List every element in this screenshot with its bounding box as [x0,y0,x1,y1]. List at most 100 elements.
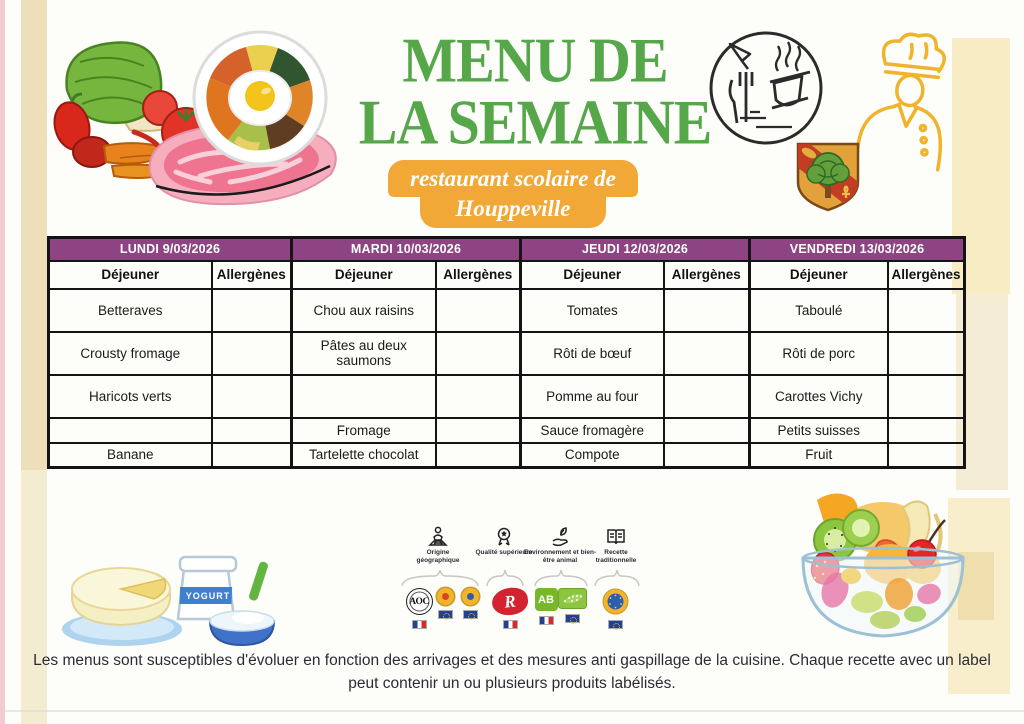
meal-column-header: Déjeuner [47,259,213,290]
eu-flag-icon [607,620,623,630]
dairy-illustration: YOGURT [62,555,276,647]
day-header-jeudi: JEUDI 12/03/2026 [519,236,751,262]
page-title: MENU DE LA SEMAINE [330,24,740,158]
footer-line-2: peut contenir un ou plusieurs produits l… [348,675,676,693]
allergen-cell [210,416,293,444]
allergen-cell [210,441,293,469]
allergen-cell [662,416,751,444]
logo-igp [448,588,492,620]
weekly-menu-table: LUNDI 9/03/2026 MARDI 10/03/2026 JEUDI 1… [47,236,967,469]
menu-row-side: Haricots verts Pomme au four Carottes Vi… [47,373,966,419]
logo-aop [423,588,467,620]
scan-bottom-line [0,710,1024,712]
menu-row-starter: Betteraves Chou aux raisins Tomates Tabo… [47,287,966,333]
label-category-text: Recette traditionnelle [595,549,637,565]
logo-stg [593,588,637,630]
scan-edge-pink [0,0,5,724]
brace-origin [401,569,479,587]
eu-flag-icon [437,610,453,620]
day-header-lundi: LUNDI 9/03/2026 [47,236,293,262]
meal-cell: Pomme au four [519,373,665,419]
allergen-cell [662,373,751,419]
dining-circle-icon [709,31,823,145]
rice-bowl-plate-illustration [192,30,328,166]
allergen-column-header: Allergènes [662,259,751,290]
eu-organic-leaf-logo-icon [557,588,587,609]
allergen-cell [662,441,751,469]
allergen-cell [434,330,522,376]
label-category-origin: Origine géographique [407,526,469,565]
footer-line-1: Les menus sont susceptibles d'évoluer en… [33,652,991,669]
label-category-text: Qualité supérieure [475,549,533,556]
allergen-cell [210,330,293,376]
brace-environment [534,569,588,587]
open-book-icon [607,529,625,545]
allergen-cell [210,287,293,333]
chef-illustration [855,32,946,172]
eu-flag-icon [462,610,478,620]
allergen-cell [434,441,522,469]
meal-cell: Haricots verts [47,373,213,419]
allergen-column-header: Allergènes [210,259,293,290]
meal-cell: Crousty fromage [47,330,213,376]
logo-label-rouge: R [488,586,532,629]
title-line-1: MENU DE [402,24,668,96]
map-pin-person-icon [428,526,448,546]
label-category-text: Environnement et bien-être animal [523,549,597,565]
column-header-row: Déjeuner Allergènes Déjeuner Allergènes … [47,259,966,290]
meal-column-header: Déjeuner [519,259,665,290]
meal-cell: Rôti de porc [748,330,889,376]
france-flag-icon [538,616,554,625]
allergen-cell [662,287,751,333]
meal-cell: Taboulé [748,287,889,333]
meal-cell: Betteraves [47,287,213,333]
day-header-mardi: MARDI 10/03/2026 [289,236,522,262]
allergen-column-header: Allergènes [886,259,966,290]
label-category-environment: Environnement et bien-être animal [518,526,602,565]
day-header-row: LUNDI 9/03/2026 MARDI 10/03/2026 JEUDI 1… [47,236,966,262]
stg-logo-icon [602,588,628,615]
meal-column-header: Déjeuner [290,259,437,290]
label-category-tradition: Recette traditionnelle [584,526,648,565]
meal-cell: Petits suisses [748,416,889,444]
menu-row-dessert: Banane Tartelette chocolat Compote Fruit [47,441,966,469]
fruit-bowl-illustration [801,493,965,638]
igp-logo-icon [461,588,479,605]
aop-logo-icon [436,588,454,605]
eu-flag-icon [564,614,580,624]
allergen-cell [886,330,966,376]
france-flag-icon [502,620,518,629]
meal-cell: Rôti de bœuf [519,330,665,376]
meal-cell [290,373,437,419]
title-line-2: LA SEMAINE [358,86,713,158]
label-category-quality: Qualité supérieure [474,526,534,557]
meal-cell [47,416,213,444]
brace-quality [486,569,524,587]
hand-leaf-icon [552,527,568,547]
allergen-cell [886,416,966,444]
allergen-cell [886,287,966,333]
badge-line-2: Houppeville [420,194,606,228]
logo-eu-bio [550,588,594,624]
logo-ab: AB [524,588,568,625]
svg-text:YOGURT: YOGURT [186,591,231,601]
meal-cell: Carottes Vichy [748,373,889,419]
allergen-column-header: Allergènes [434,259,522,290]
allergen-cell [434,287,522,333]
day-header-vendredi: VENDREDI 13/03/2026 [748,236,966,262]
allergen-cell [886,373,966,419]
aoc-logo-icon: AOC [405,588,433,615]
france-flag-icon [411,620,427,629]
allergen-cell [886,441,966,469]
houppeville-coat-of-arms [796,142,860,212]
subtitle-badge: restaurant scolaire de Houppeville [388,160,638,228]
meal-column-header: Déjeuner [748,259,889,290]
medal-icon [497,527,511,546]
brace-tradition [594,569,640,587]
meal-cell: Compote [519,441,665,469]
meal-cell: Pâtes au deux saumons [290,330,437,376]
menu-row-main: Crousty fromage Pâtes au deux saumons Rô… [47,330,966,376]
meal-cell: Tartelette chocolat [290,441,437,469]
ab-logo-icon: AB [534,588,558,611]
menu-row-dairy: Fromage Sauce fromagère Petits suisses [47,416,966,444]
